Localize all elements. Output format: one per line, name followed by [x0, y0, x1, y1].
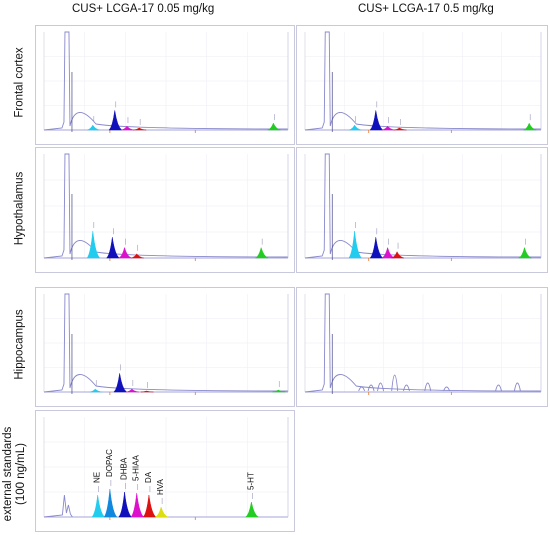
panel-external-standards: NE DOPAC DHBA 5-HIAA DA HVA 5-HT: [35, 410, 295, 532]
chromatogram-hypothalamus-high: [304, 153, 542, 261]
peak-5-hiaa: [130, 492, 145, 518]
chromatogram-hippocampus-high: [304, 293, 542, 395]
panel-frontal-high: [296, 25, 548, 145]
peak-ne: [348, 230, 363, 259]
panel-frontal-low: [35, 25, 295, 145]
peak-hva: [155, 506, 169, 518]
grid: [305, 32, 541, 130]
peak-da: [140, 390, 154, 393]
peak-ne: [89, 388, 103, 393]
minor-peak: [358, 386, 366, 392]
peak-label: DHBA: [120, 457, 129, 480]
peak-label: HVA: [156, 478, 165, 495]
peak-da: [393, 127, 407, 131]
peak-5-hiaa: [121, 125, 135, 131]
row-label-frontal-cortex: Frontal cortex: [13, 47, 26, 118]
minor-peak: [391, 374, 399, 392]
peak-5-hiaa: [118, 246, 132, 259]
row-label-external-standards: external standards (100 ng/mL): [2, 414, 30, 534]
column-title-high-dose: CUS+ LCGA-17 0.5 mg/kg: [358, 3, 494, 15]
chromatogram-frontal-low: [43, 31, 289, 133]
peak-da: [130, 253, 144, 259]
peak-5-ht: [523, 122, 537, 131]
panel-hypothalamus-low: [35, 147, 295, 273]
panel-hippocampus-low: [35, 287, 295, 407]
peak-ne: [86, 124, 100, 131]
peak-ne: [86, 230, 101, 259]
peak-da: [142, 494, 157, 518]
solvent-front-trace: [304, 293, 542, 393]
peak-label: 5-HT: [246, 472, 255, 490]
panel-hippocampus-high: [296, 287, 548, 407]
peak-5-ht: [518, 246, 532, 259]
peak-label: 5-HIAA: [132, 455, 141, 481]
solvent-front-trace: [43, 494, 73, 518]
minor-peak: [443, 386, 451, 392]
peak-5-ht: [255, 246, 269, 259]
peak-ne: [348, 124, 362, 131]
peak-5-ht: [267, 122, 281, 131]
chromatogram-frontal-high: [304, 31, 542, 133]
grid: [44, 294, 288, 392]
peak-dhba: [113, 373, 128, 393]
minor-peak: [513, 382, 521, 392]
grid: [44, 417, 288, 517]
grid: [44, 32, 288, 130]
peak-dhba: [105, 237, 121, 259]
peak-ne: [91, 494, 106, 518]
external-standards-line2: (100 ng/mL): [15, 443, 27, 506]
solvent-front-trace: [304, 31, 542, 131]
peak-dopac: [103, 488, 118, 518]
minor-peak: [403, 384, 410, 392]
peak-dhba: [118, 491, 133, 518]
peak-da: [391, 251, 405, 259]
grid: [44, 154, 288, 258]
minor-peak: [367, 384, 375, 392]
row-label-hippocampus: Hippocampus: [13, 309, 26, 380]
chromatogram-hypothalamus-low: [43, 153, 289, 261]
peak-da: [133, 127, 147, 131]
peak-label: DA: [144, 471, 153, 483]
solvent-front-trace: [43, 31, 289, 131]
row-label-hypothalamus: Hypothalamus: [13, 171, 26, 246]
grid: [305, 294, 541, 392]
peak-label: DOPAC: [105, 449, 114, 477]
peak-5-hiaa: [126, 388, 139, 393]
peak-dhba: [369, 237, 384, 259]
column-title-low-dose: CUS+ LCGA-17 0.05 mg/kg: [72, 3, 215, 15]
grid: [305, 154, 541, 258]
peak-5-ht: [272, 389, 286, 393]
external-standards-line1: external standards: [2, 426, 14, 522]
peak-dhba: [108, 110, 123, 131]
peak-5-ht: [244, 501, 259, 518]
peak-5-hiaa: [381, 125, 395, 131]
minor-peak: [495, 384, 502, 392]
chromatogram-hippocampus-low: [43, 293, 289, 395]
minor-peak: [424, 382, 432, 392]
minor-peak: [377, 382, 384, 392]
peak-label: NE: [93, 472, 102, 483]
panel-hypothalamus-high: [296, 147, 548, 273]
peak-dhba: [369, 110, 384, 131]
